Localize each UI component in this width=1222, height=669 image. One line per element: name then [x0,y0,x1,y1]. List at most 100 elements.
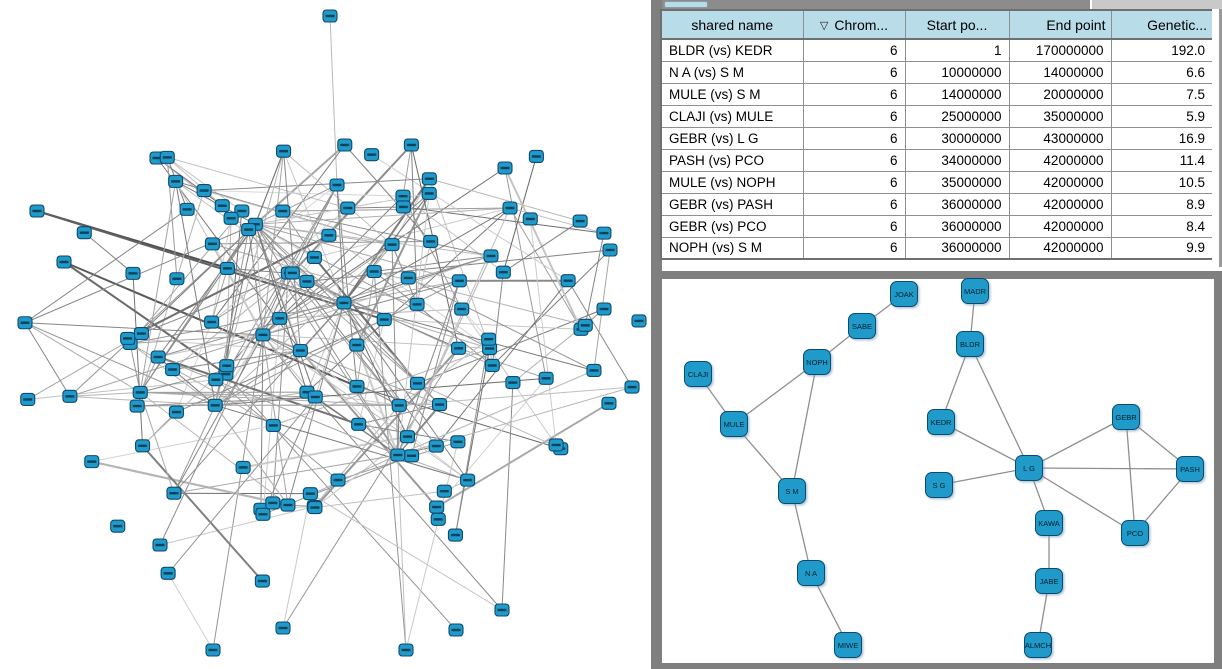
hairball-node[interactable] [494,603,510,617]
hairball-node[interactable] [84,455,100,469]
hairball-node[interactable] [497,161,513,175]
hairball-node[interactable] [596,226,612,240]
hairball-node[interactable] [430,512,446,526]
table-row[interactable]: GEBR (vs) PCO 6 36000000 42000000 8.4 [660,214,1214,238]
hairball-node[interactable] [336,296,352,310]
hairball-node[interactable] [219,359,235,373]
column-header-shared-name[interactable]: shared name [660,9,804,40]
hairball-node[interactable] [447,528,463,542]
column-header-start-po[interactable]: Start po... [904,9,1010,40]
hairball-node[interactable] [56,255,72,269]
sub-network-canvas[interactable]: JOAK SABE NOPH CLAJI MULE S M N A MIWE MADR BLDR K… [662,278,1214,663]
hairball-node[interactable] [451,274,467,288]
hairball-node[interactable] [421,186,437,201]
network-node-bldr[interactable]: BLDR [956,331,984,357]
hairball-node[interactable] [219,261,235,275]
hairball-node[interactable] [241,223,257,237]
column-header-genetic[interactable]: Genetic... [1110,9,1214,40]
column-header-chrom[interactable]: ▽ Chrom... [802,9,906,40]
hairball-node[interactable] [255,328,271,342]
hairball-node[interactable] [502,201,518,215]
hairball-node[interactable] [548,438,564,452]
hairball-node[interactable] [330,473,346,487]
hairball-node[interactable] [351,417,367,431]
hairball-node[interactable] [409,297,425,311]
hairball-node[interactable] [484,358,500,373]
hairball-node[interactable] [62,389,78,403]
hairball-node[interactable] [20,392,36,406]
hairball-node[interactable] [275,144,292,158]
hairball-node[interactable] [528,149,544,164]
hairball-node[interactable] [132,385,148,399]
hairball-node[interactable] [560,274,576,288]
hairball-node[interactable] [152,538,168,552]
table-row[interactable]: PASH (vs) PCO 6 34000000 42000000 11.4 [660,148,1214,172]
hairball-node[interactable] [429,500,445,514]
hairball-node[interactable] [307,390,323,404]
hairball-node[interactable] [17,316,33,330]
hairball-node[interactable] [495,265,511,279]
hairball-node[interactable] [349,379,365,394]
hairball-node[interactable] [384,238,400,252]
hairball-node[interactable] [349,338,365,352]
table-scrollbar-right-segment[interactable] [1090,0,1222,9]
hairball-node[interactable] [160,566,176,580]
hairball-node[interactable] [409,376,426,390]
hairball-node[interactable] [306,250,322,265]
hairball-node[interactable] [586,363,602,378]
hairball-node[interactable] [577,318,593,332]
hairball-node[interactable] [255,507,271,521]
network-node-pash[interactable]: PASH [1176,456,1204,482]
hairball-node[interactable] [135,439,151,453]
hairball-node[interactable] [133,327,149,341]
hairball-node[interactable] [284,266,300,280]
hairball-node[interactable] [275,621,291,635]
hairball-node[interactable] [454,302,470,316]
hairball-node[interactable] [538,371,554,385]
hairball-node[interactable] [522,212,538,226]
hairball-node[interactable] [376,313,392,327]
network-node-s-g[interactable]: S G [925,472,953,498]
network-node-joak[interactable]: JOAK [890,281,918,307]
hairball-node[interactable] [481,332,497,346]
network-node-sabe[interactable]: SABE [848,313,876,339]
network-node-almch[interactable]: ALMCH [1024,632,1052,658]
network-node-mule[interactable]: MULE [720,411,748,437]
hairball-node[interactable] [321,228,337,242]
table-row[interactable]: CLAJI (vs) MULE 6 25000000 35000000 5.9 [660,104,1214,128]
hairball-node[interactable] [329,178,345,192]
hairball-node[interactable] [207,398,223,412]
hairball-node[interactable] [214,199,230,213]
hairball-node[interactable] [337,138,353,152]
hairball-node[interactable] [395,189,411,203]
network-node-kawa[interactable]: KAWA [1035,510,1063,536]
hairball-node[interactable] [364,148,380,162]
network-node-jabe[interactable]: JABE [1035,568,1063,594]
hairball-node[interactable] [505,376,521,390]
hairball-node[interactable] [168,405,184,419]
hairball-node[interactable] [169,272,185,286]
network-node-s-m[interactable]: S M [778,478,806,504]
hairball-node[interactable] [624,380,640,394]
hairball-node[interactable] [166,486,182,500]
column-header-end-point[interactable]: End point [1008,9,1112,40]
table-scrollbar-track[interactable] [662,0,1222,9]
hairball-node[interactable] [322,9,338,23]
hairball-node[interactable] [196,183,212,198]
network-node-pco[interactable]: PCO [1121,520,1149,546]
hairball-node[interactable] [403,138,419,152]
hairball-node[interactable] [129,399,145,413]
table-row[interactable]: MULE (vs) NOPH 6 35000000 42000000 10.5 [660,170,1214,194]
table-scrollbar-thumb[interactable] [664,1,708,8]
hairball-node[interactable] [125,266,141,280]
network-node-kedr[interactable]: KEDR [927,409,955,435]
hairball-node[interactable] [631,314,647,328]
network-node-miwe[interactable]: MIWE [834,632,862,658]
hairball-node[interactable] [110,519,126,533]
hairball-node[interactable] [423,234,439,249]
hairball-node[interactable] [450,341,467,355]
hairball-node[interactable] [421,172,437,186]
hairball-node[interactable] [448,623,464,637]
table-row[interactable]: MULE (vs) S M 6 14000000 20000000 7.5 [660,82,1214,106]
network-node-n-a[interactable]: N A [797,560,825,586]
